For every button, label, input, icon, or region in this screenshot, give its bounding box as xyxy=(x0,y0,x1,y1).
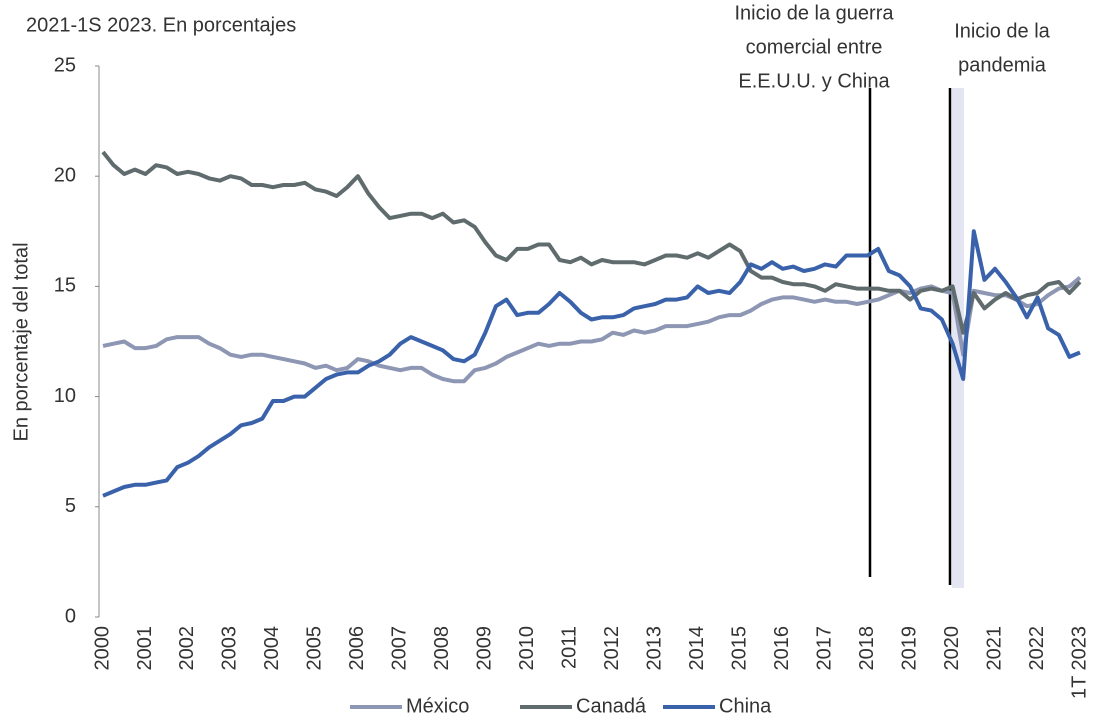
y-tick-label: 20 xyxy=(54,164,76,186)
x-tick-label: 2006 xyxy=(346,626,368,671)
line-series xyxy=(102,276,1082,384)
x-tick-label: 2014 xyxy=(686,626,708,671)
x-tick-label: 2021 xyxy=(983,626,1005,671)
x-tick-label: 2017 xyxy=(813,626,835,671)
annotation: Inicio de la xyxy=(954,20,1050,42)
annotation: E.E.U.U. y China xyxy=(738,70,890,92)
x-tick-label: 2007 xyxy=(389,626,411,671)
x-tick-label: 2003 xyxy=(219,626,241,671)
x-tick-label: 2000 xyxy=(91,626,113,671)
x-tick-label: 2016 xyxy=(771,626,793,671)
x-tick-label: 2001 xyxy=(134,626,156,671)
x-tick-label: 2011 xyxy=(559,626,581,669)
annotation: comercial entre xyxy=(746,36,883,58)
x-tick-label: 1T 2023 xyxy=(1068,626,1090,699)
line-series xyxy=(101,150,1082,335)
legend-label: Canadá xyxy=(576,695,647,717)
chart-title: 2021-1S 2023. En porcentajes xyxy=(26,14,296,36)
x-tick-label: 2020 xyxy=(941,626,963,671)
x-tick-label: 2013 xyxy=(643,626,665,671)
y-tick-label: 0 xyxy=(65,605,76,627)
pandemic-band xyxy=(952,88,964,588)
y-tick-label: 5 xyxy=(65,495,76,517)
y-tick-label: 15 xyxy=(54,275,76,297)
y-axis-label: En porcentaje del total xyxy=(10,242,32,441)
x-tick-label: 2018 xyxy=(856,626,878,671)
x-tick-label: 2022 xyxy=(1026,626,1048,671)
x-tick-label: 2010 xyxy=(516,626,538,671)
legend-label: China xyxy=(719,695,772,717)
annotation: pandemia xyxy=(958,54,1047,76)
annotation: Inicio de la guerra xyxy=(735,2,895,24)
y-tick-label: 10 xyxy=(54,385,76,407)
x-tick-label: 2002 xyxy=(176,626,198,671)
x-tick-label: 2019 xyxy=(898,626,920,671)
x-tick-label: 2012 xyxy=(601,626,623,671)
x-tick-label: 2009 xyxy=(474,626,496,671)
x-tick-label: 2015 xyxy=(728,626,750,671)
x-tick-label: 2008 xyxy=(431,626,453,671)
legend-label: México xyxy=(406,695,469,717)
x-tick-label: 2005 xyxy=(304,626,326,671)
x-tick-label: 2004 xyxy=(261,626,283,671)
y-tick-label: 25 xyxy=(54,54,76,76)
line-series xyxy=(102,229,1081,498)
